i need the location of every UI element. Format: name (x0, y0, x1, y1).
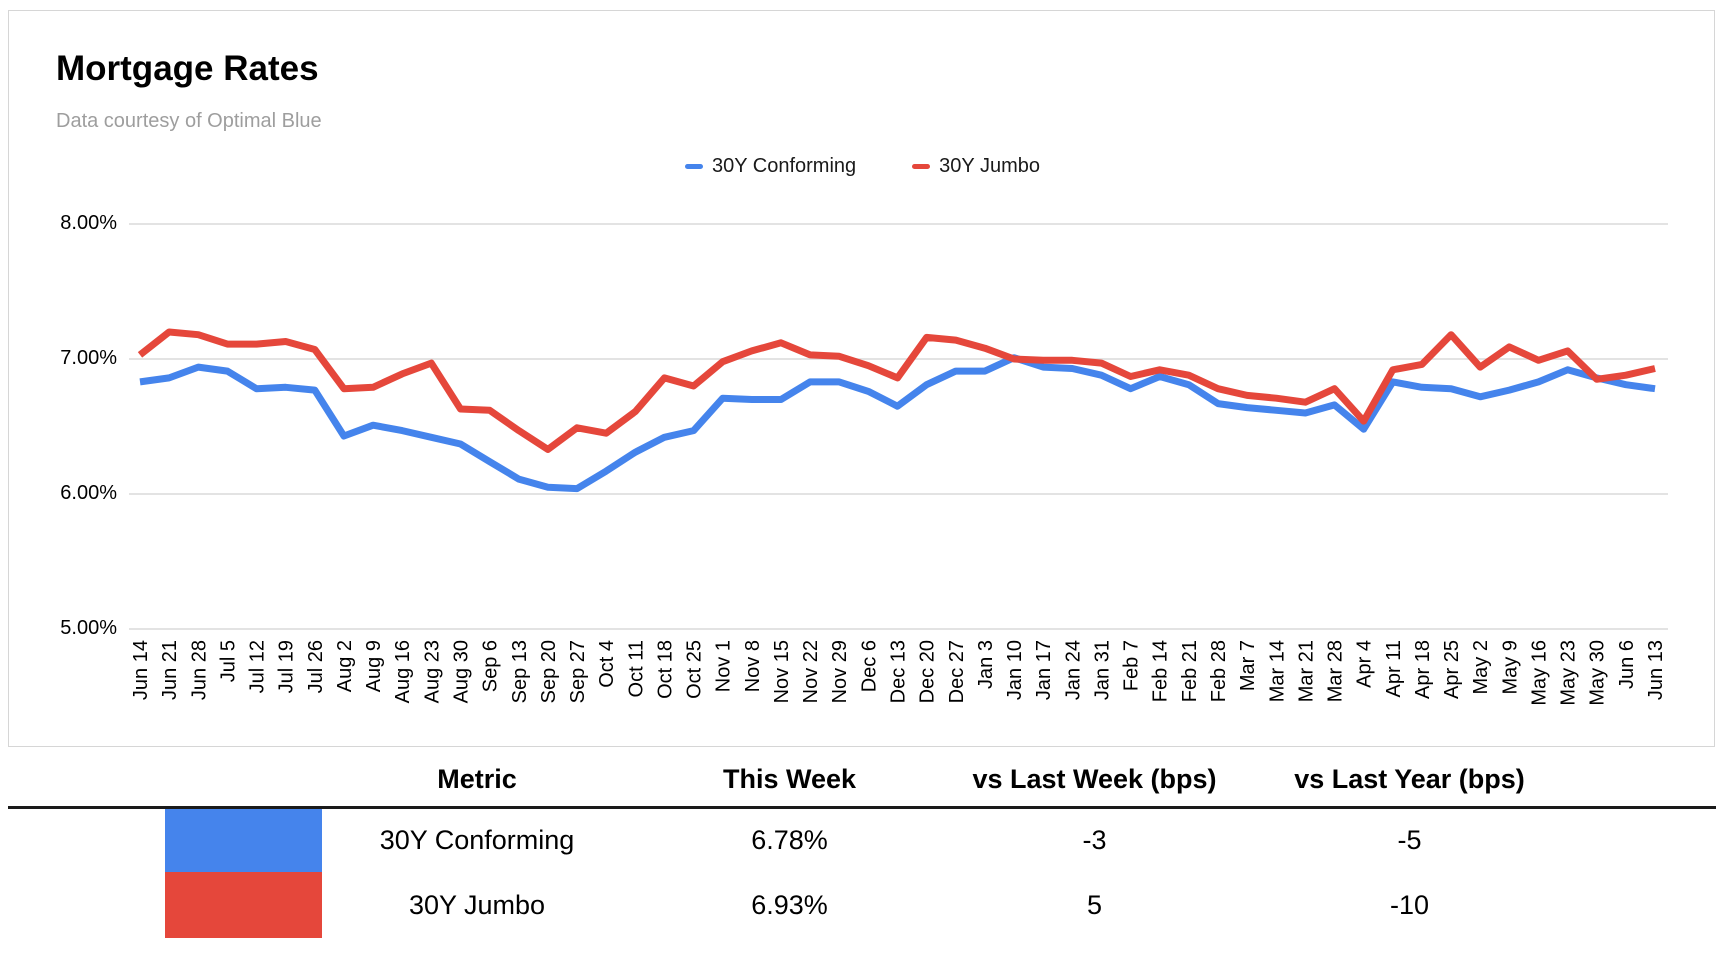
x-tick-label: Apr 11 (1383, 640, 1405, 697)
x-tick-label: Jul 19 (276, 640, 298, 693)
x-tick-label: Dec 27 (946, 640, 968, 703)
x-tick-label: Jan 3 (975, 640, 997, 689)
vs-last-week-cell: 5 (1086, 889, 1103, 920)
this-week-cell: 6.78% (751, 825, 828, 855)
30y-conforming-line (139, 354, 1656, 493)
y-tick-label: 6.00% (60, 482, 117, 504)
x-tick-label: Sep 27 (567, 640, 589, 703)
legend-item-30y-jumbo: 30Y Jumbo (912, 155, 1040, 178)
x-tick-label: Oct 11 (625, 640, 647, 697)
chart-card: Mortgage Rates Data courtesy of Optimal … (8, 10, 1715, 747)
x-tick-label: Oct 25 (684, 640, 706, 699)
x-tick-label: Jul 26 (305, 640, 327, 693)
series-color-swatch (165, 872, 322, 938)
y-tick-label: 5.00% (60, 617, 117, 639)
x-tick-label: Dec 20 (917, 640, 939, 703)
x-tick-label: Nov 1 (713, 640, 735, 692)
table-header-3: vs Last Year (bps) (1294, 763, 1525, 794)
metric-cell: 30Y Jumbo (408, 889, 546, 920)
x-tick-label: Aug 9 (363, 640, 385, 692)
mortgage-rates-line-chart: Jun 14 Jun 21 Jun 28 Jul 5 Jul 12 Jul 19 Jul 2… (129, 223, 1668, 706)
summary-table-body: 30Y Conforming 6.78% -3 -5 30Y Jumbo 6.93% 5 -1… (0, 809, 1726, 938)
x-tick-label: Jun 21 (159, 640, 181, 700)
vs-last-year-cell: -10 (1389, 889, 1430, 920)
table-header-1: This Week (722, 763, 857, 794)
x-tick-label: Mar 7 (1237, 640, 1259, 691)
x-tick-label: Dec 13 (888, 640, 910, 703)
x-tick-label: Feb 14 (1150, 640, 1172, 702)
x-tick-label: Mar 14 (1266, 640, 1288, 702)
x-tick-label: Apr 18 (1412, 640, 1434, 699)
x-tick-label: Aug 2 (334, 640, 356, 692)
this-week-cell: 6.93% (751, 889, 828, 920)
swatch-header-spacer (165, 752, 322, 806)
series-color-swatch (165, 809, 322, 872)
x-tick-label: Sep 13 (509, 640, 531, 703)
legend-dash-icon (685, 164, 703, 169)
x-tick-label: May 23 (1558, 640, 1580, 706)
x-tick-label: Nov 8 (742, 640, 764, 692)
x-tick-label: Apr 4 (1354, 640, 1376, 688)
summary-table-header-row: Metric This Week vs Last Week (bps) vs Last… (165, 752, 1726, 806)
x-tick-label: May 9 (1499, 640, 1521, 694)
y-tick-label: 7.00% (60, 347, 117, 369)
x-tick-label: Jul 5 (217, 640, 239, 682)
x-tick-label: Jun 13 (1645, 640, 1667, 700)
x-tick-label: Dec 6 (858, 640, 880, 692)
x-tick-label: Feb 21 (1179, 640, 1201, 702)
chart-legend: 30Y Conforming 30Y Jumbo (9, 155, 1716, 178)
x-tick-label: Jan 17 (1033, 640, 1055, 700)
legend-label: 30Y Jumbo (939, 155, 1040, 177)
x-tick-label: Aug 30 (450, 640, 472, 703)
30y-jumbo-line (137, 328, 1656, 453)
table-header-2: vs Last Week (bps) (972, 763, 1217, 794)
x-tick-label: Aug 23 (421, 640, 443, 703)
x-tick-label: May 30 (1587, 640, 1609, 706)
x-tick-label: Nov 22 (800, 640, 822, 703)
x-tick-label: Nov 15 (771, 640, 793, 703)
x-tick-label: Oct 4 (596, 640, 618, 688)
table-row-30y-conforming: 30Y Conforming 6.78% -3 -5 (165, 809, 1726, 872)
x-tick-label: Jan 10 (1004, 640, 1026, 700)
chart-subtitle: Data courtesy of Optimal Blue (56, 110, 322, 132)
table-row-30y-jumbo: 30Y Jumbo 6.93% 5 -10 (165, 872, 1726, 938)
x-tick-label: Aug 16 (392, 640, 414, 703)
x-tick-label: Jan 24 (1062, 640, 1084, 700)
x-tick-label: Apr 25 (1441, 640, 1463, 699)
summary-table: Metric This Week vs Last Week (bps) vs Last… (0, 752, 1726, 938)
vs-last-week-cell: -3 (1082, 825, 1107, 855)
x-tick-label: Nov 29 (829, 640, 851, 703)
x-tick-label: Jan 31 (1091, 640, 1113, 700)
x-tick-label: Jun 14 (130, 640, 152, 700)
x-tick-label: Oct 18 (654, 640, 676, 699)
page-title: Mortgage Rates (56, 49, 319, 88)
y-tick-label: 8.00% (60, 212, 117, 234)
x-tick-label: Feb 7 (1121, 640, 1143, 691)
x-tick-label: Feb 28 (1208, 640, 1230, 702)
x-tick-label: Mar 28 (1325, 640, 1347, 702)
table-divider (8, 806, 1716, 809)
vs-last-year-cell: -5 (1397, 825, 1422, 855)
legend-item-30y-conforming: 30Y Conforming (685, 155, 856, 178)
x-tick-label: Sep 20 (538, 640, 560, 703)
x-tick-label: Mar 21 (1295, 640, 1317, 702)
x-tick-label: Jul 12 (247, 640, 269, 693)
x-tick-label: Jun 6 (1616, 640, 1638, 689)
x-tick-label: Jun 28 (188, 640, 210, 700)
x-tick-label: Sep 6 (480, 640, 502, 692)
metric-cell: 30Y Conforming (379, 825, 575, 855)
legend-dash-icon (912, 164, 931, 169)
legend-label: 30Y Conforming (712, 155, 857, 177)
x-tick-label: May 2 (1470, 640, 1492, 694)
table-header-0: Metric (437, 763, 517, 794)
x-tick-label: May 16 (1528, 640, 1550, 706)
